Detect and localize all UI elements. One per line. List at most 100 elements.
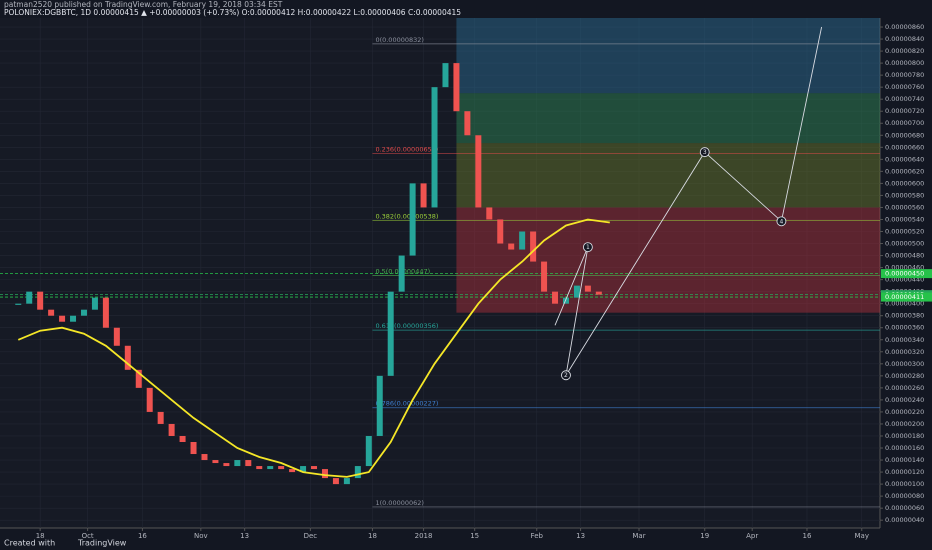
- y-tick-label: 0.00000760: [885, 83, 924, 91]
- wave-marker: [776, 216, 787, 227]
- candle: [552, 291, 559, 304]
- price-tag-label: 0.00000450: [885, 270, 924, 278]
- target-zone: [456, 143, 880, 208]
- price-tag-label: 0.00000411: [885, 293, 924, 301]
- candle: [442, 63, 449, 88]
- wave-path: [554, 26, 823, 376]
- candle: [541, 261, 548, 292]
- y-tick-label: 0.00000660: [885, 143, 924, 151]
- wave-label: 2: [564, 372, 568, 379]
- candle: [48, 309, 55, 316]
- target-zone: [456, 93, 880, 144]
- symbol-title: POLONIEX:DGBBTC, 1D 0.00000415 ▲ +0.0000…: [4, 8, 461, 17]
- x-tick-label: Mar: [632, 532, 645, 540]
- y-tick-label: 0.00000080: [885, 492, 924, 500]
- candle: [289, 469, 296, 473]
- candle: [70, 315, 77, 322]
- y-tick-label: 0.00000180: [885, 432, 924, 440]
- candle: [354, 466, 361, 479]
- candle: [508, 243, 515, 250]
- y-tick-label: 0.00000400: [885, 300, 924, 308]
- y-tick-label: 0.00000060: [885, 504, 924, 512]
- y-tick-label: 0.00000160: [885, 444, 924, 452]
- y-tick-label: 0.00000260: [885, 384, 924, 392]
- y-tick-label: 0.00000120: [885, 468, 924, 476]
- target-zone: [456, 207, 880, 313]
- price-tag: [881, 292, 932, 302]
- y-tick-label: 0.00000320: [885, 348, 924, 356]
- x-tick-label: 16: [138, 532, 147, 540]
- candle: [146, 387, 153, 412]
- wave-label: 3: [703, 149, 707, 156]
- candle: [311, 466, 318, 470]
- chart-layer: 0(0.00000832) 0.236(0.00000650) 0.382(0.00…: [0, 18, 880, 528]
- x-tick-label: 13: [240, 532, 249, 540]
- x-tick-label: 16: [803, 532, 812, 540]
- y-tick-label: 0.00000620: [885, 167, 924, 175]
- target-zone: [456, 18, 880, 94]
- y-tick-label: 0.00000840: [885, 35, 924, 43]
- fib-label: 0(0.00000832): [375, 36, 424, 44]
- x-tick-label: May: [855, 532, 869, 540]
- fib-label: 0.382(0.00000538): [375, 213, 438, 221]
- candle: [278, 466, 285, 470]
- y-tick-label: 0.00000580: [885, 191, 924, 199]
- candle: [398, 255, 405, 292]
- candle: [321, 469, 328, 479]
- x-tick-label: 18: [36, 532, 45, 540]
- wave-marker: [582, 242, 593, 253]
- moving-average: [17, 218, 610, 478]
- y-tick-label: 0.00000220: [885, 408, 924, 416]
- candle: [212, 460, 219, 464]
- candle: [168, 423, 175, 436]
- candle: [376, 375, 383, 436]
- candle: [59, 315, 66, 322]
- x-tick-label: 13: [576, 532, 585, 540]
- y-tick-label: 0.00000820: [885, 47, 924, 55]
- candle: [584, 285, 591, 292]
- candle: [124, 345, 131, 370]
- candle: [201, 454, 208, 461]
- candle: [343, 478, 350, 485]
- candle: [486, 207, 493, 220]
- y-tick-label: 0.00000740: [885, 95, 924, 103]
- candle: [37, 291, 44, 310]
- candle: [15, 303, 22, 305]
- candle: [300, 466, 307, 473]
- candle: [135, 369, 142, 388]
- candle: [475, 135, 482, 208]
- y-tick-label: 0.00000480: [885, 252, 924, 260]
- candle: [223, 463, 230, 467]
- x-tick-label: 18: [368, 532, 377, 540]
- candle: [519, 231, 526, 250]
- y-tick-label: 0.00000720: [885, 107, 924, 115]
- x-tick-label: Dec: [304, 532, 318, 540]
- y-tick-label: 0.00000520: [885, 228, 924, 236]
- y-tick-label: 0.00000640: [885, 155, 924, 163]
- fib-label: 0.786(0.00000227): [375, 400, 438, 408]
- header: patman2520 published on TradingView.com,…: [4, 0, 283, 9]
- y-tick-label: 0.00000560: [885, 203, 924, 211]
- candle: [387, 291, 394, 376]
- candle: [530, 231, 537, 262]
- candle: [26, 291, 33, 304]
- y-tick-label: 0.00000700: [885, 119, 924, 127]
- wave-label: 1: [586, 244, 590, 251]
- y-tick-label: 0.00000540: [885, 215, 924, 223]
- candle: [179, 435, 186, 442]
- candle: [562, 297, 569, 304]
- candle: [80, 309, 87, 316]
- y-tick-label: 0.00000340: [885, 336, 924, 344]
- y-tick-label: 0.00000380: [885, 312, 924, 320]
- candle: [190, 441, 197, 455]
- wave-marker: [699, 147, 710, 158]
- x-tick-label: Apr: [746, 532, 758, 540]
- y-tick-label: 0.00000360: [885, 324, 924, 332]
- y-tick-label: 0.00000500: [885, 240, 924, 248]
- candle: [573, 285, 580, 298]
- y-tick-label: 0.00000140: [885, 456, 924, 464]
- candle: [409, 183, 416, 256]
- candle: [256, 466, 263, 470]
- y-tick-label: 0.00000600: [885, 179, 924, 187]
- x-tick-label: Nov: [194, 532, 208, 540]
